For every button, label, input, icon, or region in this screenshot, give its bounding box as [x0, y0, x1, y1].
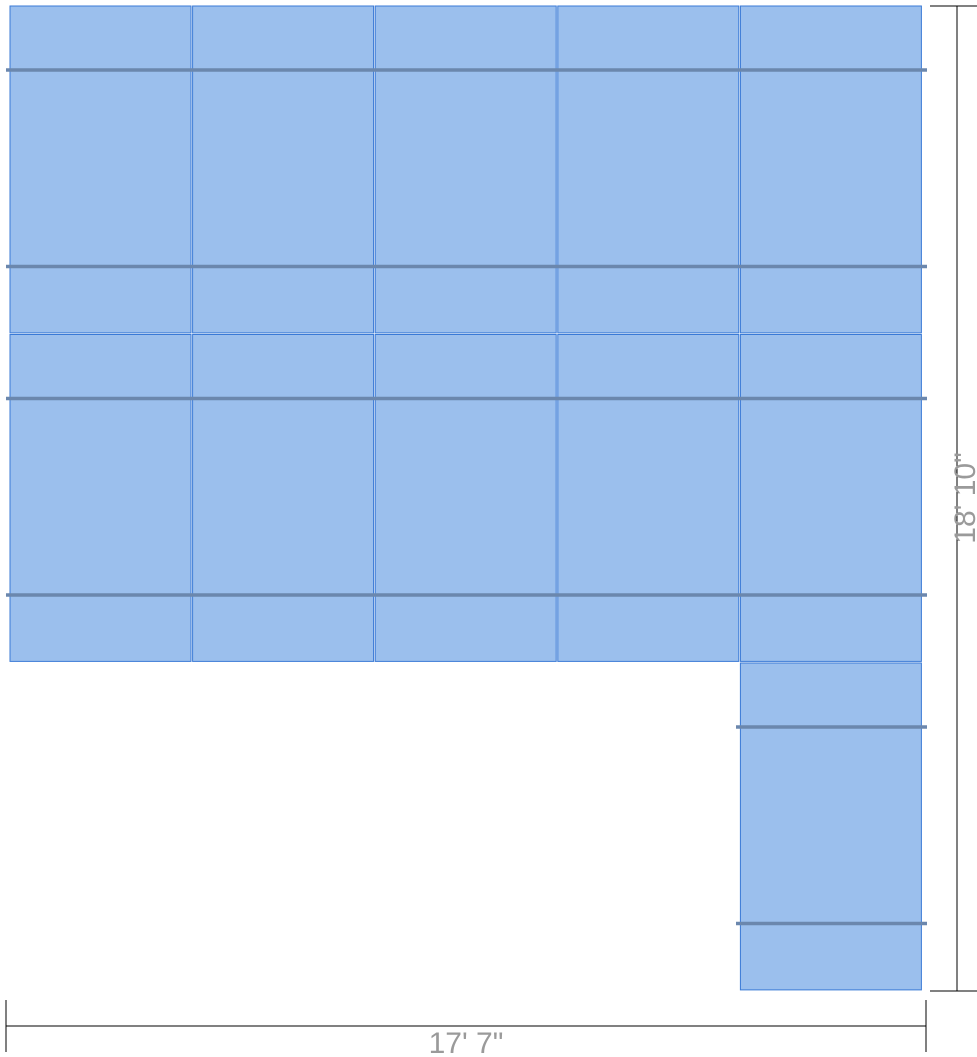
height-dimension: 18' 10" — [930, 5, 977, 992]
panel-r2-c1 — [9, 334, 192, 662]
panel-r2-c4 — [557, 334, 740, 662]
panel-r2-c3 — [374, 334, 557, 662]
panel-r1-c5 — [739, 5, 922, 334]
height-dimension-label: 18' 10" — [949, 452, 977, 543]
panel-r1-c3 — [374, 5, 557, 334]
panel-r1-c2 — [192, 5, 375, 334]
rails-group — [6, 68, 927, 926]
panels-group — [9, 5, 922, 991]
panel-r2-c2 — [192, 334, 375, 662]
panel-r2-c5 — [739, 334, 922, 662]
panel-r3-c5 — [739, 662, 922, 991]
width-dimension-label: 17' 7" — [429, 1027, 504, 1057]
panel-r1-c1 — [9, 5, 192, 334]
panel-r1-c4 — [557, 5, 740, 334]
width-dimension: 17' 7" — [5, 1000, 927, 1057]
